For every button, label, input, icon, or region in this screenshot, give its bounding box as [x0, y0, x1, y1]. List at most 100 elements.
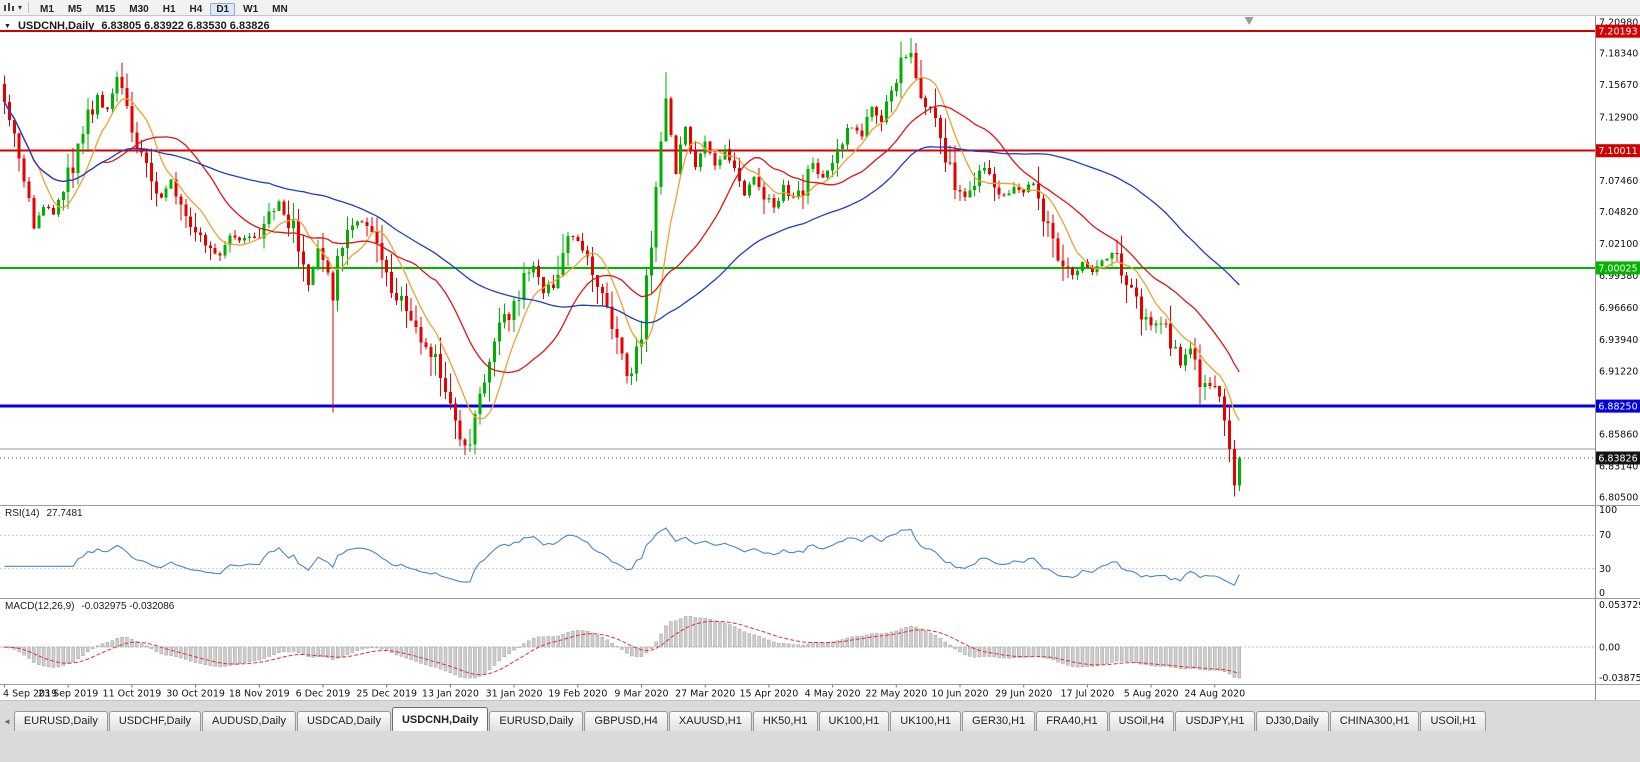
chart-tab-usdchf-daily[interactable]: USDCHF,Daily — [108, 711, 202, 731]
timeframe-button-group: M1 M5 M15 M30 H1 H4 D1 W1 MN — [34, 0, 296, 17]
chart-tab-usdcad-daily[interactable]: USDCAD,Daily — [296, 711, 391, 731]
price-scale-label: 7.02100 — [1599, 239, 1638, 250]
chart-tab-bar: ◄ EURUSD,Daily USDCHF,Daily AUDUSD,Daily US… — [0, 707, 1640, 731]
timeframe-button-m5[interactable]: M5 — [67, 3, 82, 15]
chart-type-icon[interactable] — [3, 2, 16, 13]
timeframe-button-w1[interactable]: W1 — [243, 3, 259, 15]
chart-tab-hk50-h1[interactable]: HK50,H1 — [752, 711, 818, 731]
price-scale-label: 7.20980 — [1599, 18, 1638, 29]
date-label: 11 Oct 2019 — [103, 689, 162, 700]
price-badge-label: 6.83826 — [1598, 454, 1637, 465]
chart-tab-xauusd-h1[interactable]: XAUUSD,H1 — [668, 711, 752, 731]
timeframe-button-mn[interactable]: MN — [272, 3, 288, 15]
candlestick-chart[interactable]: 7.20980 7.18340 7.15670 7.12900 7.07460 7.048… — [0, 16, 1640, 505]
timeframe-button-m15[interactable]: M15 — [95, 3, 116, 15]
rsi-label: RSI(14) 27.7481 — [5, 508, 83, 519]
macd-scale-bottom: -0.038751 — [1599, 673, 1640, 684]
macd-signal-line — [4, 620, 1240, 676]
price-scale-label: 6.80500 — [1599, 493, 1638, 504]
symbol-menu-icon[interactable]: ▼ — [4, 22, 11, 30]
chart-title: ▼ USDCNH,Daily 6.83805 6.83922 6.83530 6… — [4, 20, 270, 32]
moving-average-line-slow-ma — [3, 101, 1240, 324]
date-label: 13 Jan 2020 — [422, 689, 479, 700]
date-axis[interactable]: 4 Sep 2019 23 Sep 2019 11 Oct 2019 30 Oct 2… — [0, 684, 1640, 700]
price-badge — [1596, 144, 1640, 158]
timeframe-button-m30[interactable]: M30 — [129, 3, 149, 15]
tab-scroll-left-icon[interactable]: ◄ — [3, 717, 11, 726]
chart-tab-uk100-h1[interactable]: UK100,H1 — [818, 711, 890, 731]
price-badge-label: 6.88250 — [1598, 402, 1637, 413]
date-label: 24 Aug 2020 — [1184, 689, 1245, 700]
bottom-strip: ◄ EURUSD,Daily USDCHF,Daily AUDUSD,Daily US… — [0, 700, 1640, 762]
chart-tab-dj30-daily[interactable]: DJ30,Daily — [1255, 711, 1329, 731]
toolbar-separator — [28, 2, 30, 13]
rsi-scale-label: 30 — [1599, 564, 1611, 575]
rsi-scale-label: 70 — [1599, 530, 1611, 541]
date-label: 17 Jul 2020 — [1061, 689, 1115, 700]
chart-tab-usdjpy-h1[interactable]: USDJPY,H1 — [1175, 711, 1255, 731]
date-label: 4 May 2020 — [805, 689, 861, 700]
price-badge — [1596, 24, 1640, 38]
date-label: 31 Jan 2020 — [486, 689, 543, 700]
date-label: 23 Sep 2019 — [38, 689, 98, 700]
price-chart-pane: ▼ USDCNH,Daily 6.83805 6.83922 6.83530 6… — [0, 16, 1640, 505]
chart-tab-usdcnh-daily[interactable]: USDCNH,Daily — [391, 707, 489, 731]
date-label: 6 Dec 2019 — [296, 689, 351, 700]
macd-chart[interactable]: 0.053729 0.00 -0.038751 — [0, 599, 1640, 684]
macd-indicator-values: -0.032975 -0.032086 — [81, 601, 175, 612]
chart-shift-marker-icon[interactable] — [1244, 17, 1254, 25]
price-badge — [1596, 451, 1640, 465]
chart-tab-gbpusd-h4[interactable]: GBPUSD,H4 — [584, 711, 668, 731]
chart-tab-audusd-daily[interactable]: AUDUSD,Daily — [202, 711, 296, 731]
price-badge-label: 7.10011 — [1598, 146, 1637, 157]
chart-tab-china300-h1[interactable]: CHINA300,H1 — [1329, 711, 1420, 731]
chart-tab-fra40-h1[interactable]: FRA40,H1 — [1036, 711, 1108, 731]
chart-tab-uk100-h1[interactable]: UK100,H1 — [890, 711, 962, 731]
date-label: 22 May 2020 — [865, 689, 927, 700]
price-scale-label: 7.18340 — [1599, 49, 1638, 60]
timeframe-button-d1[interactable]: D1 — [210, 2, 236, 16]
rsi-indicator-value: 27.7481 — [46, 508, 83, 519]
rsi-indicator-name: RSI(14) — [5, 508, 40, 519]
chart-tab-ger30-h1[interactable]: GER30,H1 — [962, 711, 1036, 731]
moving-average-line-fast-ma — [3, 76, 1240, 421]
price-badge — [1596, 261, 1640, 275]
price-scale-label: 6.96660 — [1599, 303, 1638, 314]
chart-tab-usoil-h1[interactable]: USOil,H1 — [1420, 711, 1487, 731]
macd-scale-zero: 0.00 — [1599, 643, 1620, 654]
price-badge-label: 7.20193 — [1598, 27, 1637, 38]
ohlc-values: 6.83805 6.83922 6.83530 6.83826 — [101, 20, 270, 32]
macd-indicator-pane: MACD(12,26,9) -0.032975 -0.032086 0.0537… — [0, 598, 1640, 684]
date-label: 9 Mar 2020 — [614, 689, 668, 700]
date-label: 10 Jun 2020 — [931, 689, 988, 700]
date-label: 18 Nov 2019 — [229, 689, 290, 700]
date-label: 19 Feb 2020 — [548, 689, 607, 700]
chart-tab-usoil-h4[interactable]: USOil,H4 — [1108, 711, 1175, 731]
timeframe-button-h4[interactable]: H4 — [189, 3, 203, 15]
chart-tab-eurusd-daily[interactable]: EURUSD,Daily — [13, 711, 108, 731]
price-badge-label: 7.00025 — [1598, 263, 1637, 274]
price-scale-label: 6.99380 — [1599, 271, 1638, 282]
date-label: 30 Oct 2019 — [166, 689, 225, 700]
date-label: 15 Apr 2020 — [740, 689, 799, 700]
price-scale-label: 6.93940 — [1599, 335, 1638, 346]
price-scale-label: 7.15670 — [1599, 80, 1638, 91]
moving-average-line-medium-ma — [3, 101, 1240, 374]
macd-indicator-name: MACD(12,26,9) — [5, 601, 75, 612]
chart-type-dropdown-icon[interactable]: ▾ — [18, 2, 23, 12]
macd-scale-top: 0.053729 — [1599, 600, 1640, 611]
price-scale-label: 7.12900 — [1599, 112, 1638, 123]
timeframe-button-h1[interactable]: H1 — [162, 3, 176, 15]
rsi-scale-label: 100 — [1599, 506, 1617, 516]
rsi-line — [4, 527, 1240, 586]
price-scale-label: 6.91220 — [1599, 367, 1638, 378]
chart-tabs: EURUSD,Daily USDCHF,Daily AUDUSD,Daily USDC… — [13, 707, 1487, 731]
timeframe-button-m1[interactable]: M1 — [40, 3, 54, 15]
chart-tab-eurusd-daily[interactable]: EURUSD,Daily — [489, 711, 584, 731]
rsi-chart[interactable]: 100 70 30 0 — [0, 506, 1640, 598]
date-label: 4 Sep 2019 — [3, 689, 57, 700]
date-label: 5 Aug 2020 — [1124, 689, 1179, 700]
date-label: 29 Jun 2020 — [995, 689, 1052, 700]
price-scale-label: 7.04820 — [1599, 207, 1638, 218]
